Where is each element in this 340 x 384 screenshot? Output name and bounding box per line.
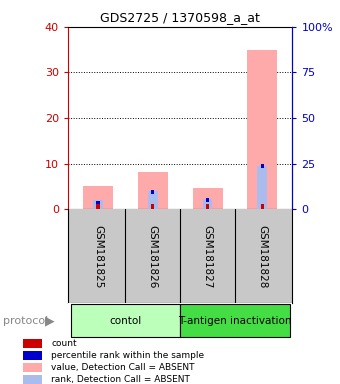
Bar xyxy=(261,164,264,168)
Bar xyxy=(206,199,209,202)
Text: percentile rank within the sample: percentile rank within the sample xyxy=(51,351,205,360)
Bar xyxy=(203,199,212,209)
Text: count: count xyxy=(51,339,77,348)
Text: GSM181827: GSM181827 xyxy=(203,225,212,288)
Text: GSM181826: GSM181826 xyxy=(148,225,158,288)
Bar xyxy=(247,50,277,209)
Bar xyxy=(71,304,180,337)
Bar xyxy=(151,204,154,209)
Bar xyxy=(97,200,100,204)
Bar xyxy=(23,375,42,384)
Bar xyxy=(83,187,113,209)
Bar xyxy=(97,204,100,209)
Title: GDS2725 / 1370598_a_at: GDS2725 / 1370598_a_at xyxy=(100,11,260,24)
Text: rank, Detection Call = ABSENT: rank, Detection Call = ABSENT xyxy=(51,375,190,384)
Bar xyxy=(23,351,42,359)
Bar xyxy=(192,188,223,209)
Bar xyxy=(23,363,42,372)
Bar xyxy=(148,191,158,209)
Text: protocol: protocol xyxy=(3,316,49,326)
Text: T-antigen inactivation: T-antigen inactivation xyxy=(178,316,292,326)
Text: contol: contol xyxy=(109,316,141,326)
Bar xyxy=(206,204,209,209)
Text: value, Detection Call = ABSENT: value, Detection Call = ABSENT xyxy=(51,363,195,372)
Bar xyxy=(261,204,264,209)
Bar xyxy=(138,172,168,209)
Text: ▶: ▶ xyxy=(45,314,54,327)
Bar xyxy=(257,166,267,209)
Text: GSM181825: GSM181825 xyxy=(93,225,103,288)
Bar xyxy=(180,304,290,337)
Bar xyxy=(93,200,103,209)
Bar xyxy=(23,339,42,348)
Bar xyxy=(151,190,154,194)
Text: GSM181828: GSM181828 xyxy=(257,225,267,288)
